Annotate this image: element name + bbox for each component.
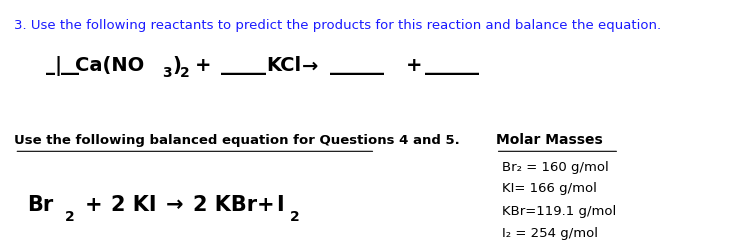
Text: Molar Masses: Molar Masses [496,133,602,147]
Text: KCl: KCl [267,56,302,75]
Text: _____: _____ [221,57,266,75]
Text: Use the following balanced equation for Questions 4 and 5.: Use the following balanced equation for … [14,133,460,146]
Text: ): ) [172,56,181,75]
Text: 3: 3 [162,66,171,80]
Text: 3. Use the following reactants to predict the products for this reaction and bal: 3. Use the following reactants to predic… [14,19,661,32]
Text: KI= 166 g/mol: KI= 166 g/mol [503,182,597,194]
Text: Br₂ = 160 g/mol: Br₂ = 160 g/mol [503,160,609,173]
Text: +: + [85,194,102,214]
Text: _: _ [46,57,55,75]
Text: ______: ______ [330,57,384,75]
Text: I₂ = 254 g/mol: I₂ = 254 g/mol [503,226,598,239]
Text: 2: 2 [180,66,189,80]
Text: __: __ [61,57,79,75]
Text: Ca(NO: Ca(NO [75,56,144,75]
Text: I: I [276,194,284,214]
Text: ______: ______ [426,57,480,75]
Text: KBr=119.1 g/mol: KBr=119.1 g/mol [503,204,616,217]
Text: →: → [166,194,183,214]
Text: 2 KI: 2 KI [111,194,156,214]
Text: 2 KBr: 2 KBr [193,194,257,214]
Text: +: + [195,56,211,75]
Text: Br: Br [27,194,54,214]
Text: +: + [406,56,423,75]
Text: →: → [302,56,319,75]
Text: +: + [256,194,274,214]
Text: |: | [55,56,62,76]
Text: 2: 2 [64,210,74,224]
Text: 2: 2 [290,210,300,224]
